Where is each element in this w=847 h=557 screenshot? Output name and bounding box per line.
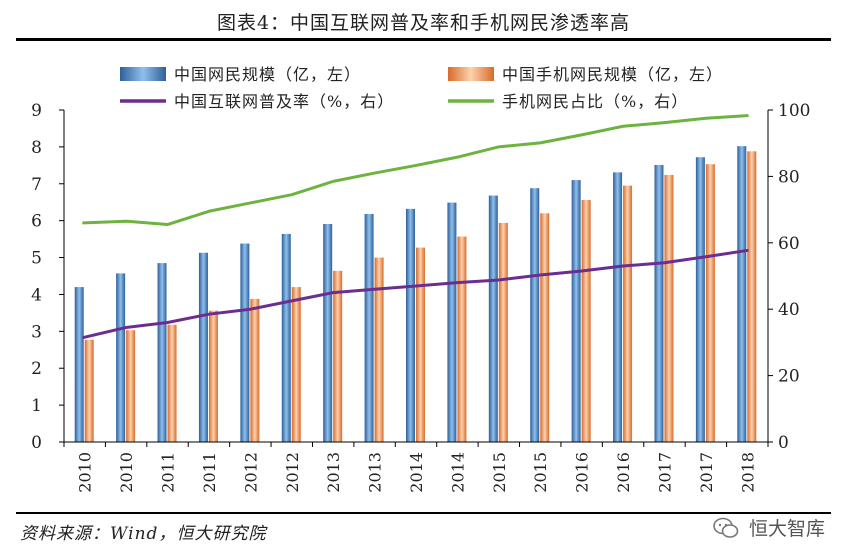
x-tick-label: 2014 — [448, 452, 467, 493]
chart-title: 图表4：中国互联网普及率和手机网民渗透率高 — [216, 12, 631, 34]
bar-netizens — [198, 252, 208, 442]
bar-netizens — [488, 195, 498, 442]
bar-mobile-netizens — [664, 174, 674, 442]
legend-penetration-rate-label: 中国互联网普及率（%，右） — [174, 92, 394, 111]
bar-netizens — [281, 233, 291, 442]
y-right-tick-label: 100 — [778, 101, 810, 121]
bar-netizens — [240, 243, 250, 442]
bar-mobile-netizens — [705, 164, 715, 442]
bar-mobile-netizens — [126, 330, 136, 442]
bar-mobile-netizens — [623, 185, 633, 442]
x-tick-label: 2017 — [697, 452, 716, 493]
x-tick-label: 2016 — [614, 452, 633, 493]
x-tick-label: 2014 — [407, 452, 426, 493]
x-tick-label: 2010 — [76, 452, 95, 493]
brand-logo-text: 恒大智库 — [748, 518, 825, 540]
x-tick-label: 2013 — [366, 452, 385, 493]
legend-mobile-netizens-label: 中国手机网民规模（亿，左） — [502, 65, 723, 84]
y-left-tick-label: 4 — [31, 285, 42, 305]
y-left-tick-label: 3 — [31, 322, 42, 342]
legend-mobile-netizens-swatch — [448, 67, 494, 81]
y-right-tick-label: 40 — [778, 300, 800, 320]
y-right-tick-label: 0 — [778, 433, 789, 453]
x-tick-label: 2017 — [655, 452, 674, 493]
bar-netizens — [613, 172, 623, 442]
bar-mobile-netizens — [540, 213, 550, 442]
bar-mobile-netizens — [374, 257, 384, 442]
bar-netizens — [571, 180, 581, 443]
legend-netizens-swatch — [120, 67, 166, 81]
x-tick-label: 2015 — [490, 452, 509, 493]
bar-mobile-netizens — [581, 200, 591, 442]
legend-mobile-share-label: 手机网民占比（%，右） — [502, 92, 688, 111]
mobile-share-line — [82, 114, 749, 227]
bar-netizens — [406, 208, 415, 442]
bar-netizens — [74, 287, 84, 442]
bar-netizens — [737, 146, 747, 442]
title-rule — [16, 38, 831, 41]
y-left-tick-label: 8 — [31, 138, 42, 158]
y-left-tick-label: 6 — [31, 212, 42, 232]
bar-netizens — [695, 157, 705, 442]
legend-netizens-label: 中国网民规模（亿，左） — [174, 65, 361, 84]
y-left-tick-label: 1 — [31, 396, 42, 416]
y-left-tick-label: 7 — [31, 175, 42, 195]
bars-group — [74, 146, 757, 443]
source-rule — [16, 512, 831, 514]
bar-mobile-netizens — [84, 339, 94, 442]
y-right-tick-label: 60 — [778, 234, 800, 254]
x-tick-label: 2011 — [159, 452, 178, 493]
bar-mobile-netizens — [498, 222, 508, 442]
bar-netizens — [116, 273, 126, 442]
x-tick-label: 2015 — [531, 452, 550, 493]
x-tick-label: 2016 — [573, 452, 592, 493]
bar-netizens — [323, 223, 333, 442]
bar-netizens — [530, 188, 540, 442]
x-tick-label: 2012 — [283, 452, 302, 493]
bar-mobile-netizens — [416, 247, 425, 442]
y-left-tick-label: 9 — [31, 101, 42, 121]
y-right-tick-label: 80 — [778, 167, 800, 187]
source-note: 资料来源：Wind，恒大研究院 — [20, 524, 267, 544]
x-tick-label: 2011 — [200, 452, 219, 493]
y-left-tick-label: 2 — [31, 359, 42, 379]
bar-mobile-netizens — [167, 324, 177, 442]
bar-mobile-netizens — [208, 310, 218, 442]
bar-netizens — [364, 214, 374, 442]
axes-group: 0 1 2 3 4 5 6 7 8 9 0 20 40 60 80 100 2010 2010 2011 2011 20… — [31, 101, 810, 493]
bar-mobile-netizens — [250, 298, 260, 442]
wechat-icon — [713, 517, 739, 538]
legend-group: 中国网民规模（亿，左） 中国手机网民规模（亿，左） 中国互联网普及率（%，右） 手机网… — [120, 65, 723, 111]
y-left-tick-label: 5 — [31, 249, 42, 269]
x-tick-label: 2018 — [738, 452, 757, 493]
bar-mobile-netizens — [291, 287, 301, 442]
bar-netizens — [157, 263, 167, 442]
x-tick-label: 2013 — [324, 452, 343, 493]
bar-mobile-netizens — [457, 236, 467, 442]
lines-group — [82, 114, 749, 339]
bar-netizens — [654, 164, 664, 442]
y-right-tick-label: 20 — [778, 367, 800, 387]
bar-netizens — [447, 202, 457, 442]
penetration-rate-line — [82, 248, 749, 339]
bar-mobile-netizens — [333, 270, 343, 442]
x-tick-label: 2012 — [241, 452, 260, 493]
x-tick-label: 2010 — [117, 452, 136, 493]
bar-mobile-netizens — [747, 151, 757, 442]
y-left-tick-label: 0 — [31, 433, 42, 453]
